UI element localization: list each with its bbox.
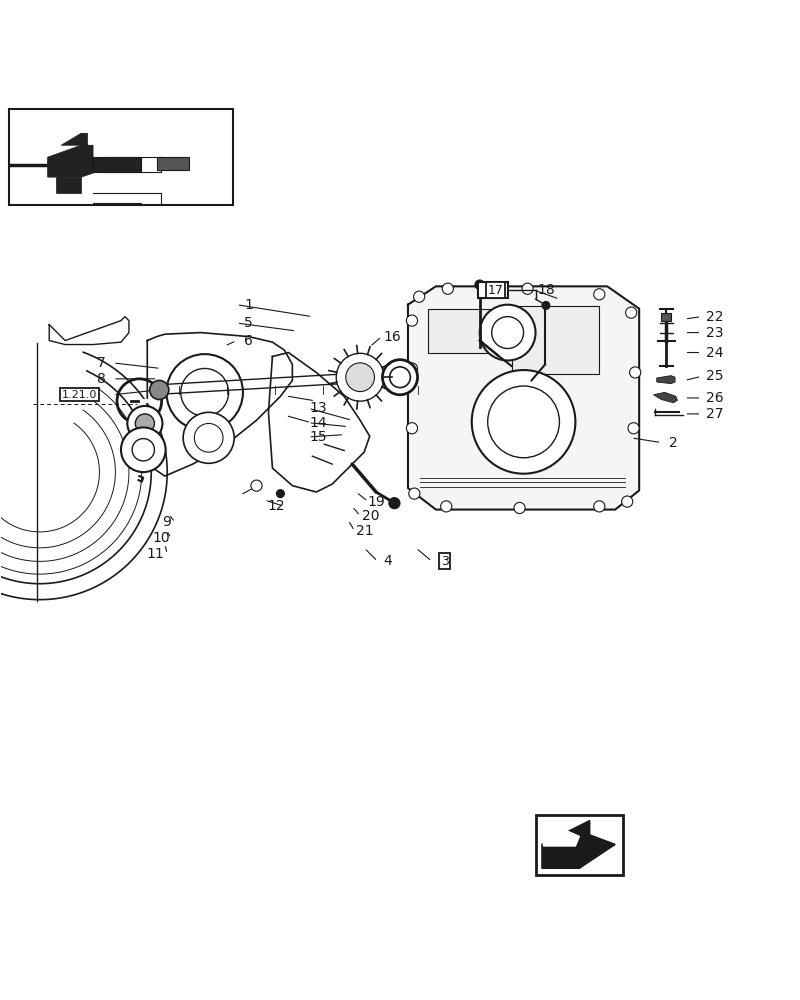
Circle shape [480, 305, 535, 360]
Text: 14: 14 [310, 416, 327, 430]
Circle shape [127, 406, 162, 441]
Polygon shape [543, 827, 579, 846]
Circle shape [514, 502, 525, 514]
Circle shape [277, 490, 285, 498]
Circle shape [542, 301, 550, 309]
Text: 23: 23 [706, 326, 724, 340]
Circle shape [594, 289, 605, 300]
Circle shape [183, 412, 234, 463]
Circle shape [630, 367, 641, 378]
Text: 27: 27 [706, 407, 724, 421]
Bar [662, 313, 671, 321]
Text: 8: 8 [97, 372, 106, 386]
Circle shape [121, 427, 166, 472]
Circle shape [406, 315, 418, 326]
Text: 18: 18 [537, 283, 554, 297]
Text: 6: 6 [244, 334, 253, 348]
Bar [428, 309, 492, 353]
Circle shape [135, 414, 154, 433]
Polygon shape [408, 286, 639, 510]
Circle shape [406, 423, 418, 434]
Text: 25: 25 [706, 369, 724, 383]
Circle shape [414, 291, 425, 302]
Text: 5: 5 [244, 316, 253, 330]
Circle shape [442, 283, 454, 294]
Polygon shape [657, 376, 675, 384]
Circle shape [346, 363, 374, 392]
Circle shape [488, 386, 559, 458]
Bar [93, 157, 141, 172]
Text: 7: 7 [97, 356, 106, 370]
Circle shape [622, 496, 633, 507]
Text: 15: 15 [310, 430, 327, 444]
Bar [10, 109, 233, 205]
Circle shape [132, 439, 154, 461]
Text: 22: 22 [706, 310, 724, 324]
Polygon shape [61, 133, 87, 145]
Text: 9: 9 [162, 515, 171, 529]
Circle shape [390, 367, 410, 388]
Circle shape [475, 280, 485, 290]
Circle shape [626, 307, 637, 318]
Text: 4: 4 [383, 554, 392, 568]
Text: 19: 19 [367, 495, 385, 509]
Bar [535, 815, 623, 875]
Circle shape [594, 501, 605, 512]
FancyBboxPatch shape [478, 282, 509, 298]
Bar [157, 157, 189, 170]
Circle shape [181, 368, 229, 416]
Polygon shape [654, 392, 678, 403]
Text: 20: 20 [362, 509, 379, 523]
Bar [539, 819, 619, 871]
Circle shape [194, 423, 223, 452]
Circle shape [166, 354, 243, 431]
Bar [512, 306, 599, 374]
Text: 11: 11 [146, 547, 164, 561]
Circle shape [522, 283, 533, 294]
Text: 24: 24 [706, 346, 724, 360]
Circle shape [336, 353, 384, 401]
Circle shape [492, 317, 523, 349]
Text: 13: 13 [310, 401, 327, 415]
Circle shape [409, 488, 420, 499]
Circle shape [628, 423, 639, 434]
Text: 26: 26 [706, 391, 724, 405]
Circle shape [441, 501, 452, 512]
Circle shape [150, 380, 169, 400]
Text: 16: 16 [383, 330, 401, 344]
Circle shape [382, 360, 418, 395]
Text: 3: 3 [441, 555, 449, 568]
Circle shape [251, 480, 262, 491]
Text: 17: 17 [488, 284, 504, 297]
Polygon shape [48, 145, 93, 177]
Circle shape [389, 498, 400, 509]
Text: 21: 21 [356, 524, 374, 538]
Circle shape [406, 363, 418, 374]
Text: 1.21.0: 1.21.0 [62, 390, 98, 400]
Text: 12: 12 [268, 499, 286, 513]
Polygon shape [55, 177, 81, 193]
Text: 2: 2 [669, 436, 678, 450]
Circle shape [472, 370, 575, 474]
Polygon shape [542, 820, 615, 868]
Text: 10: 10 [152, 531, 170, 545]
Text: 1: 1 [244, 298, 253, 312]
